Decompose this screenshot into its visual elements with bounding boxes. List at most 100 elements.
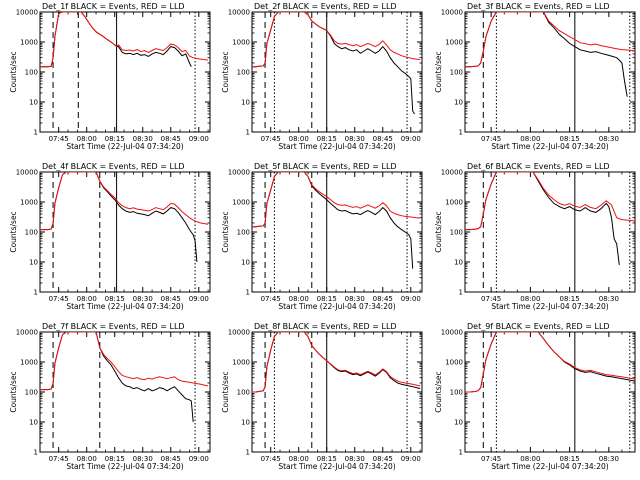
y-tick-label: 100 (25, 229, 38, 237)
y-tick-label: 1 (459, 129, 463, 137)
x-tick-label: 08:30 (345, 135, 365, 143)
y-axis-label: Counts/sec (9, 371, 18, 412)
x-tick-label: 09:00 (401, 295, 421, 303)
x-tick-label: 09:00 (189, 295, 209, 303)
y-tick-label: 1 (246, 129, 250, 137)
panel-title: Det_3f BLACK = Events, RED = LLD (467, 2, 610, 11)
y-axis-label: Counts/sec (9, 51, 18, 92)
x-tick-label: 08:15 (560, 135, 580, 143)
y-tick-label: 1000 (232, 199, 250, 207)
x-tick-label: 08:30 (599, 135, 619, 143)
x-tick-label: 07:45 (481, 135, 501, 143)
panel-5: Det_5f BLACK = Events, RED = LLD 1 10 100 10… (221, 162, 423, 311)
x-tick-label: 08:30 (133, 455, 153, 463)
panel-4: Det_4f BLACK = Events, RED = LLD 1 10 100 10… (9, 162, 211, 311)
x-tick-label: 08:15 (317, 135, 337, 143)
x-tick-label: 08:30 (133, 135, 153, 143)
x-tick-label: 08:45 (373, 455, 393, 463)
x-axis-label: Start Time (22-Jul-04 07:34:20) (66, 462, 183, 471)
x-tick-label: 08:45 (161, 455, 181, 463)
x-tick-label: 08:15 (105, 455, 125, 463)
x-axis-label: Start Time (22-Jul-04 07:34:20) (66, 142, 183, 151)
panel-6: Det_6f BLACK = Events, RED = LLD 1 10 100 10… (434, 162, 636, 311)
y-tick-label: 10 (241, 99, 250, 107)
x-tick-label: 08:15 (105, 135, 125, 143)
lld-series-line (252, 172, 421, 228)
x-tick-label: 07:45 (261, 455, 281, 463)
x-tick-label: 08:30 (599, 295, 619, 303)
y-tick-label: 10000 (228, 169, 250, 177)
y-tick-label: 100 (25, 389, 38, 397)
y-axis-label: Counts/sec (434, 371, 443, 412)
y-tick-label: 10 (241, 259, 250, 267)
x-tick-label: 08:00 (77, 295, 97, 303)
y-tick-label: 100 (25, 69, 38, 77)
y-tick-label: 10000 (441, 9, 463, 17)
y-tick-label: 10000 (16, 9, 38, 17)
x-axis-label: Start Time (22-Jul-04 07:34:20) (491, 462, 608, 471)
x-tick-label: 08:45 (161, 295, 181, 303)
x-tick-label: 07:45 (49, 295, 69, 303)
x-tick-label: 08:45 (373, 135, 393, 143)
x-tick-label: 08:30 (133, 295, 153, 303)
x-axis-label: Start Time (22-Jul-04 07:34:20) (491, 142, 608, 151)
y-tick-label: 1000 (445, 359, 463, 367)
x-tick-label: 08:00 (77, 455, 97, 463)
x-axis-label: Start Time (22-Jul-04 07:34:20) (278, 142, 395, 151)
y-tick-label: 10 (29, 99, 38, 107)
panel-7: Det_7f BLACK = Events, RED = LLD 1 10 100 10… (9, 322, 211, 471)
x-axis-label: Start Time (22-Jul-04 07:34:20) (278, 302, 395, 311)
y-tick-label: 1 (34, 129, 38, 137)
x-tick-label: 08:00 (520, 455, 540, 463)
y-axis-label: Counts/sec (9, 211, 18, 252)
x-tick-label: 08:45 (161, 135, 181, 143)
events-series-line (40, 172, 198, 263)
y-tick-label: 10000 (228, 9, 250, 17)
lld-series-line (40, 172, 209, 231)
x-tick-label: 08:15 (317, 295, 337, 303)
y-tick-label: 10 (454, 99, 463, 107)
y-tick-label: 10 (454, 419, 463, 427)
y-tick-label: 100 (237, 69, 250, 77)
panel-title: Det_7f BLACK = Events, RED = LLD (42, 322, 185, 331)
y-tick-label: 100 (450, 229, 463, 237)
y-axis-label: Counts/sec (434, 51, 443, 92)
x-axis-label: Start Time (22-Jul-04 07:34:20) (66, 302, 183, 311)
y-tick-label: 10000 (16, 329, 38, 337)
y-tick-label: 1000 (20, 39, 38, 47)
y-tick-label: 100 (237, 389, 250, 397)
x-tick-label: 07:45 (261, 135, 281, 143)
lld-series-line (40, 332, 209, 391)
x-tick-label: 09:00 (401, 455, 421, 463)
x-axis-label: Start Time (22-Jul-04 07:34:20) (278, 462, 395, 471)
panel-title: Det_8f BLACK = Events, RED = LLD (254, 322, 397, 331)
lld-series-line (465, 172, 635, 231)
x-tick-label: 09:00 (189, 135, 209, 143)
y-tick-label: 1000 (445, 199, 463, 207)
y-tick-label: 1000 (20, 359, 38, 367)
x-tick-label: 08:30 (345, 295, 365, 303)
lld-series-line (252, 12, 421, 68)
x-tick-label: 09:00 (189, 455, 209, 463)
x-tick-label: 07:45 (481, 455, 501, 463)
y-tick-label: 1 (34, 289, 38, 297)
panel-title: Det_4f BLACK = Events, RED = LLD (42, 162, 185, 171)
panel-title: Det_6f BLACK = Events, RED = LLD (467, 162, 610, 171)
panel-title: Det_9f BLACK = Events, RED = LLD (467, 322, 610, 331)
panel-title: Det_1f BLACK = Events, RED = LLD (42, 2, 185, 11)
panel-2: Det_2f BLACK = Events, RED = LLD 1 10 100 10… (221, 2, 423, 151)
y-tick-label: 100 (450, 389, 463, 397)
x-tick-label: 07:45 (49, 135, 69, 143)
y-tick-label: 1000 (445, 39, 463, 47)
y-axis-label: Counts/sec (221, 51, 230, 92)
x-tick-label: 08:15 (105, 295, 125, 303)
y-axis-label: Counts/sec (221, 371, 230, 412)
x-tick-label: 08:15 (560, 455, 580, 463)
y-tick-label: 10000 (228, 329, 250, 337)
y-tick-label: 100 (450, 69, 463, 77)
lld-series-line (465, 12, 635, 68)
x-tick-label: 08:15 (317, 455, 337, 463)
events-series-line (40, 332, 194, 423)
panel-8: Det_8f BLACK = Events, RED = LLD 1 10 100 10… (221, 322, 423, 471)
